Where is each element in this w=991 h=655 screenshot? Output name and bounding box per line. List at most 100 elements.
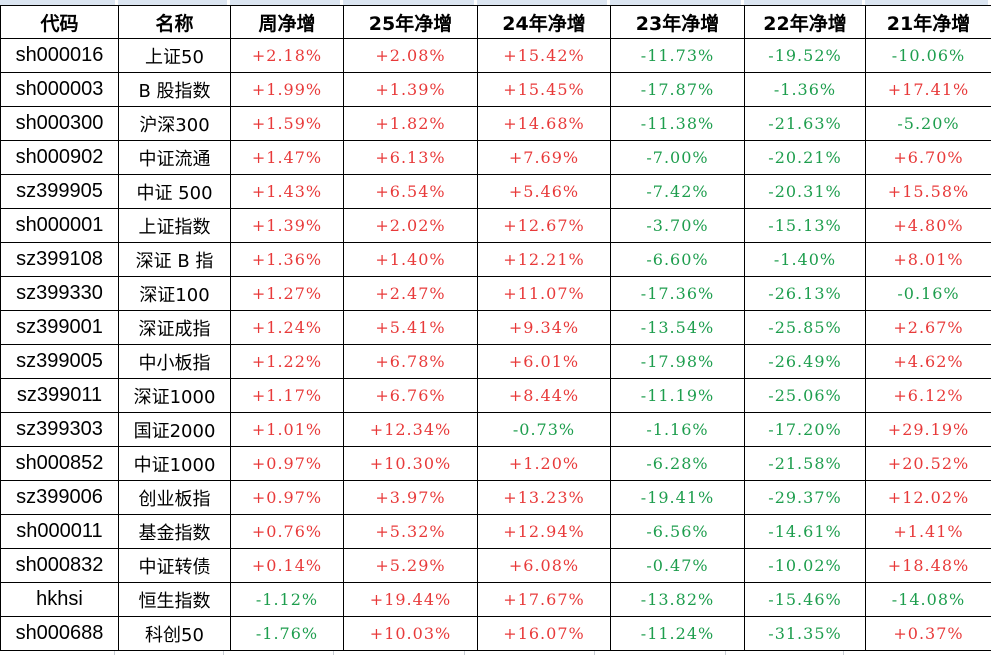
percent-change-cell[interactable]: +16.07% xyxy=(477,616,611,651)
percent-change-cell[interactable]: +5.41% xyxy=(343,310,478,345)
percent-change-cell[interactable]: +0.76% xyxy=(230,514,344,549)
percent-change-cell[interactable]: +15.58% xyxy=(865,174,991,209)
index-name-cell[interactable]: 中小板指 xyxy=(118,344,231,379)
index-name-cell[interactable]: 上证50 xyxy=(118,38,231,73)
percent-change-cell[interactable]: -6.28% xyxy=(610,446,745,481)
percent-change-cell[interactable]: +1.01% xyxy=(230,412,344,447)
percent-change-cell[interactable]: +2.67% xyxy=(865,310,991,345)
percent-change-cell[interactable]: -0.16% xyxy=(865,276,991,311)
percent-change-cell[interactable]: +29.19% xyxy=(865,412,991,447)
percent-change-cell[interactable]: +1.47% xyxy=(230,140,344,175)
percent-change-cell[interactable]: -15.46% xyxy=(744,582,866,617)
percent-change-cell[interactable]: +17.67% xyxy=(477,582,611,617)
index-name-cell[interactable]: 沪深300 xyxy=(118,106,231,141)
percent-change-cell[interactable]: +2.47% xyxy=(343,276,478,311)
percent-change-cell[interactable]: +15.42% xyxy=(477,38,611,73)
percent-change-cell[interactable]: -20.21% xyxy=(744,140,866,175)
percent-change-cell[interactable]: +8.44% xyxy=(477,378,611,413)
percent-change-cell[interactable]: +0.97% xyxy=(230,446,344,481)
percent-change-cell[interactable]: +12.02% xyxy=(865,480,991,515)
index-code-cell[interactable]: hkhsi xyxy=(0,582,119,617)
percent-change-cell[interactable]: -11.38% xyxy=(610,106,745,141)
index-name-cell[interactable]: 中证流通 xyxy=(118,140,231,175)
percent-change-cell[interactable]: +1.20% xyxy=(477,446,611,481)
column-header-week-change[interactable]: 周净增 xyxy=(230,5,344,39)
index-name-cell[interactable]: 深证1000 xyxy=(118,378,231,413)
percent-change-cell[interactable]: +6.13% xyxy=(343,140,478,175)
percent-change-cell[interactable]: +1.39% xyxy=(230,208,344,243)
index-code-cell[interactable]: sz399303 xyxy=(0,412,119,447)
index-code-cell[interactable]: sh000300 xyxy=(0,106,119,141)
percent-change-cell[interactable]: -19.41% xyxy=(610,480,745,515)
percent-change-cell[interactable]: -21.63% xyxy=(744,106,866,141)
percent-change-cell[interactable]: +5.46% xyxy=(477,174,611,209)
percent-change-cell[interactable]: +2.02% xyxy=(343,208,478,243)
percent-change-cell[interactable]: -17.20% xyxy=(744,412,866,447)
percent-change-cell[interactable]: +6.08% xyxy=(477,548,611,583)
percent-change-cell[interactable]: -17.36% xyxy=(610,276,745,311)
percent-change-cell[interactable]: -7.42% xyxy=(610,174,745,209)
percent-change-cell[interactable]: +1.24% xyxy=(230,310,344,345)
index-code-cell[interactable]: sh000852 xyxy=(0,446,119,481)
percent-change-cell[interactable]: +1.17% xyxy=(230,378,344,413)
column-header-2024-change[interactable]: 24年净增 xyxy=(477,5,611,39)
index-code-cell[interactable]: sh000902 xyxy=(0,140,119,175)
percent-change-cell[interactable]: +1.82% xyxy=(343,106,478,141)
percent-change-cell[interactable]: -14.08% xyxy=(865,582,991,617)
percent-change-cell[interactable]: +4.80% xyxy=(865,208,991,243)
percent-change-cell[interactable]: -1.40% xyxy=(744,242,866,277)
percent-change-cell[interactable]: +2.08% xyxy=(343,38,478,73)
percent-change-cell[interactable]: +1.59% xyxy=(230,106,344,141)
percent-change-cell[interactable]: +8.01% xyxy=(865,242,991,277)
percent-change-cell[interactable]: +2.18% xyxy=(230,38,344,73)
percent-change-cell[interactable]: -0.73% xyxy=(477,412,611,447)
percent-change-cell[interactable]: +0.14% xyxy=(230,548,344,583)
percent-change-cell[interactable]: +1.41% xyxy=(865,514,991,549)
percent-change-cell[interactable]: -29.37% xyxy=(744,480,866,515)
percent-change-cell[interactable]: -1.12% xyxy=(230,582,344,617)
percent-change-cell[interactable]: -11.24% xyxy=(610,616,745,651)
percent-change-cell[interactable]: -5.20% xyxy=(865,106,991,141)
percent-change-cell[interactable]: +6.70% xyxy=(865,140,991,175)
index-code-cell[interactable]: sz399905 xyxy=(0,174,119,209)
index-code-cell[interactable]: sh000832 xyxy=(0,548,119,583)
percent-change-cell[interactable]: +12.34% xyxy=(343,412,478,447)
percent-change-cell[interactable]: +7.69% xyxy=(477,140,611,175)
percent-change-cell[interactable]: +6.78% xyxy=(343,344,478,379)
percent-change-cell[interactable]: +3.97% xyxy=(343,480,478,515)
percent-change-cell[interactable]: -19.52% xyxy=(744,38,866,73)
index-name-cell[interactable]: 深证100 xyxy=(118,276,231,311)
percent-change-cell[interactable]: -10.02% xyxy=(744,548,866,583)
percent-change-cell[interactable]: -13.54% xyxy=(610,310,745,345)
percent-change-cell[interactable]: +1.27% xyxy=(230,276,344,311)
percent-change-cell[interactable]: -1.16% xyxy=(610,412,745,447)
percent-change-cell[interactable]: +19.44% xyxy=(343,582,478,617)
percent-change-cell[interactable]: +1.39% xyxy=(343,72,478,107)
index-code-cell[interactable]: sz399330 xyxy=(0,276,119,311)
index-name-cell[interactable]: 基金指数 xyxy=(118,514,231,549)
percent-change-cell[interactable]: -11.19% xyxy=(610,378,745,413)
percent-change-cell[interactable]: -21.58% xyxy=(744,446,866,481)
percent-change-cell[interactable]: -20.31% xyxy=(744,174,866,209)
percent-change-cell[interactable]: +12.67% xyxy=(477,208,611,243)
percent-change-cell[interactable]: +11.07% xyxy=(477,276,611,311)
index-code-cell[interactable]: sz399001 xyxy=(0,310,119,345)
percent-change-cell[interactable]: -10.06% xyxy=(865,38,991,73)
percent-change-cell[interactable]: +1.99% xyxy=(230,72,344,107)
percent-change-cell[interactable]: +0.97% xyxy=(230,480,344,515)
percent-change-cell[interactable]: -14.61% xyxy=(744,514,866,549)
percent-change-cell[interactable]: -1.76% xyxy=(230,616,344,651)
percent-change-cell[interactable]: +1.36% xyxy=(230,242,344,277)
percent-change-cell[interactable]: -13.82% xyxy=(610,582,745,617)
percent-change-cell[interactable]: +6.76% xyxy=(343,378,478,413)
index-name-cell[interactable]: 创业板指 xyxy=(118,480,231,515)
percent-change-cell[interactable]: +12.21% xyxy=(477,242,611,277)
percent-change-cell[interactable]: -15.13% xyxy=(744,208,866,243)
index-name-cell[interactable]: 上证指数 xyxy=(118,208,231,243)
percent-change-cell[interactable]: -1.36% xyxy=(744,72,866,107)
percent-change-cell[interactable]: -25.06% xyxy=(744,378,866,413)
percent-change-cell[interactable]: +18.48% xyxy=(865,548,991,583)
index-code-cell[interactable]: sz399006 xyxy=(0,480,119,515)
percent-change-cell[interactable]: +17.41% xyxy=(865,72,991,107)
percent-change-cell[interactable]: -0.47% xyxy=(610,548,745,583)
